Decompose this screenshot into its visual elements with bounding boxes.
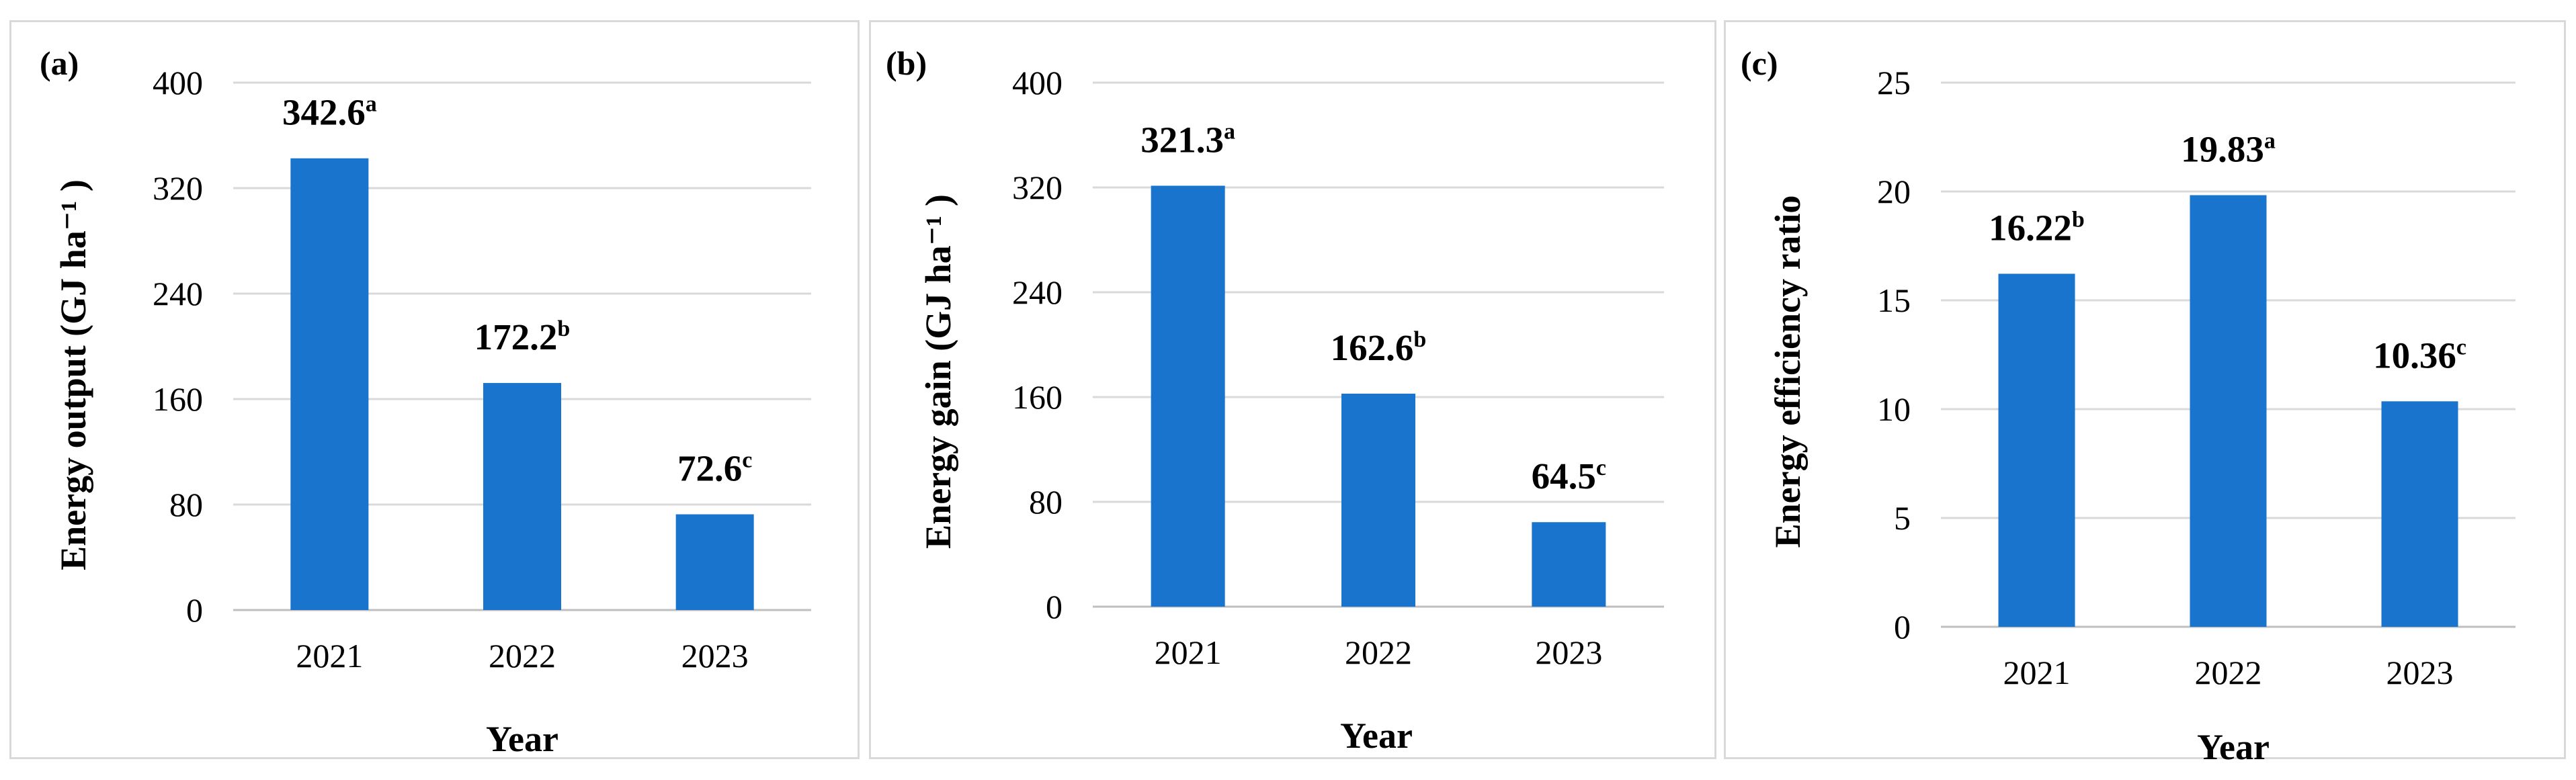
bars <box>1998 195 2458 627</box>
x-axis-title: Year <box>1340 716 1413 756</box>
y-tick-label: 240 <box>1012 273 1063 311</box>
chart-panel-b: (b) Energy gain (GJ ha⁻¹ ) Year 0 80 160 24… <box>869 20 1716 759</box>
y-tick-label: 25 <box>1877 64 1911 101</box>
x-tick-label: 2022 <box>2195 654 2262 691</box>
labels: 0 80 160 240 320 400 2021 342.6a 2022 172.2b 2023 7… <box>153 64 752 675</box>
y-tick-label: 10 <box>1877 390 1911 428</box>
y-axis-title: Energy gain (GJ ha⁻¹ ) <box>918 194 958 549</box>
y-tick-label: 0 <box>1046 588 1063 625</box>
data-label: 72.6c <box>677 448 752 489</box>
data-label: 321.3a <box>1140 119 1235 160</box>
y-tick-label: 15 <box>1877 281 1911 319</box>
chart-svg-b: (b) Energy gain (GJ ha⁻¹ ) Year 0 80 160 24… <box>886 44 1664 756</box>
chart-panel-a: (a) Energy output (GJ ha⁻¹ ) Year 0 80 160… <box>9 20 860 759</box>
bar <box>2381 401 2458 627</box>
y-tick-label: 5 <box>1894 499 1911 537</box>
y-tick-label: 80 <box>1029 483 1063 521</box>
y-tick-label: 80 <box>169 486 203 523</box>
bars <box>290 158 754 610</box>
y-tick-label: 160 <box>153 380 203 418</box>
panel-label: (a) <box>40 44 79 82</box>
labels: 0 80 160 240 320 400 2021 321.3a 2022 162.6b 2023 6… <box>1012 64 1606 671</box>
y-tick-label: 20 <box>1877 173 1911 210</box>
y-tick-label: 320 <box>153 169 203 207</box>
bar <box>1532 522 1606 607</box>
y-tick-label: 0 <box>1894 608 1911 646</box>
panel-label: (b) <box>886 44 927 82</box>
chart-panel-c: (c) Energy efficiency ratio Year 0 5 10 15 2… <box>1724 20 2566 767</box>
y-tick-label: 400 <box>153 64 203 101</box>
bars <box>1151 185 1606 607</box>
y-tick-label: 0 <box>186 591 203 629</box>
data-label: 19.83a <box>2181 129 2276 170</box>
x-tick-label: 2021 <box>2003 654 2071 691</box>
y-axis-title: Energy output (GJ ha⁻¹ ) <box>53 179 93 570</box>
bar <box>675 514 754 610</box>
x-tick-label: 2021 <box>1155 634 1222 671</box>
x-tick-label: 2022 <box>489 637 556 675</box>
bar <box>290 158 369 610</box>
bar <box>483 383 561 610</box>
data-label: 342.6a <box>282 92 377 133</box>
data-label: 16.22b <box>1989 207 2085 248</box>
x-tick-label: 2023 <box>1535 634 1602 671</box>
y-tick-label: 240 <box>153 275 203 312</box>
chart-svg-c: (c) Energy efficiency ratio Year 0 5 10 15 2… <box>1741 44 2516 767</box>
chart-svg-a: (a) Energy output (GJ ha⁻¹ ) Year 0 80 160… <box>40 44 811 759</box>
x-tick-label: 2023 <box>2386 654 2454 691</box>
labels: 0 5 10 15 20 25 2021 16.22b 2022 19.83a 2023 10.36c <box>1877 64 2466 691</box>
y-tick-label: 400 <box>1012 64 1063 101</box>
x-axis-title: Year <box>2197 727 2270 767</box>
data-label: 162.6b <box>1331 327 1427 368</box>
x-tick-label: 2023 <box>681 637 749 675</box>
y-tick-label: 160 <box>1012 378 1063 416</box>
x-tick-label: 2022 <box>1345 634 1412 671</box>
y-tick-label: 320 <box>1012 169 1063 206</box>
x-tick-label: 2021 <box>296 637 363 675</box>
panel-label: (c) <box>1741 44 1778 82</box>
bar <box>1341 393 1415 607</box>
bar <box>1151 185 1225 607</box>
bar <box>2190 195 2267 627</box>
x-axis-title: Year <box>486 719 558 759</box>
data-label: 64.5c <box>1532 456 1606 496</box>
data-label: 10.36c <box>2373 335 2466 376</box>
bar <box>1998 273 2075 627</box>
y-axis-title: Energy efficiency ratio <box>1768 196 1808 548</box>
data-label: 172.2b <box>474 316 571 357</box>
